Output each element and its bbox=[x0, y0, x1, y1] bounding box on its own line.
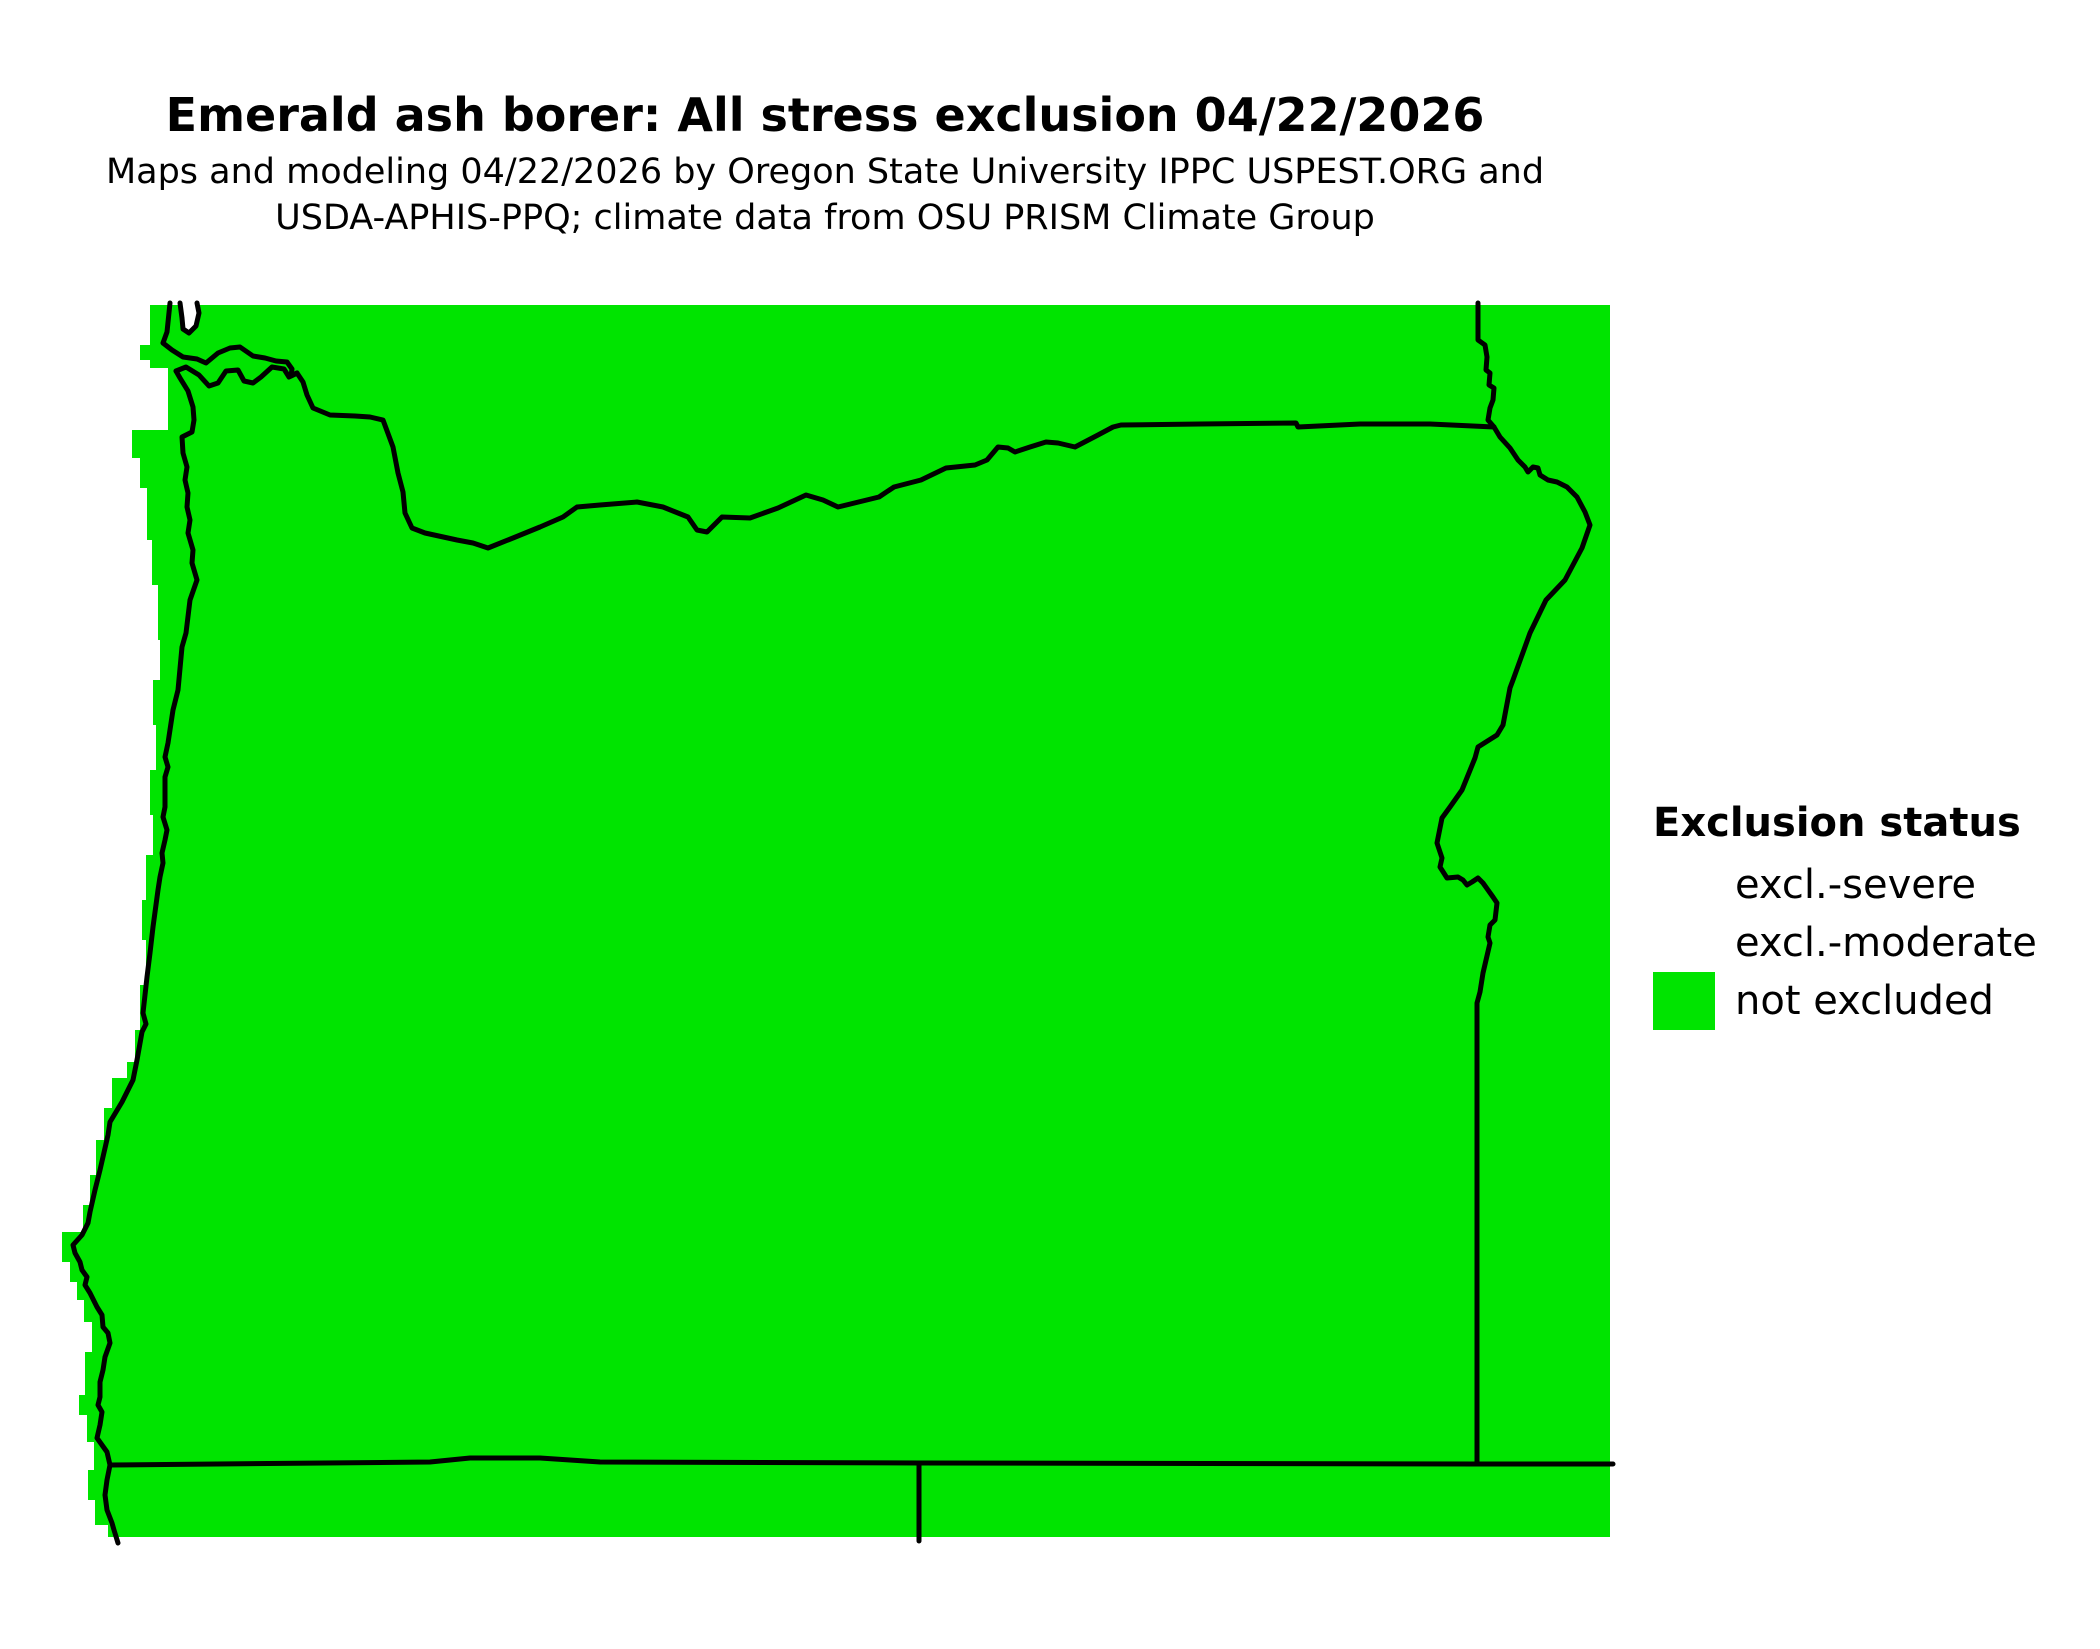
legend-swatch-excl-moderate bbox=[1653, 914, 1715, 972]
peninsula-outline bbox=[160, 300, 173, 346]
map-subtitle: Maps and modeling 04/22/2026 by Oregon S… bbox=[10, 149, 1640, 241]
coastline bbox=[70, 368, 200, 1546]
legend-label-excl-severe: excl.-severe bbox=[1735, 862, 1977, 908]
legend: Exclusion status excl.-severe excl.-mode… bbox=[1653, 800, 2093, 1030]
legend-label-excl-moderate: excl.-moderate bbox=[1735, 920, 2037, 966]
map-header: Emerald ash borer: All stress exclusion … bbox=[10, 88, 1640, 242]
columbia-north-bank-line bbox=[160, 340, 300, 379]
legend-row-excl-severe: excl.-severe bbox=[1653, 856, 2093, 914]
legend-swatch-not-excluded bbox=[1653, 972, 1715, 1030]
legend-title: Exclusion status bbox=[1653, 800, 2021, 846]
subtitle-line-1: Maps and modeling 04/22/2026 by Oregon S… bbox=[105, 152, 1545, 193]
south-border-line bbox=[107, 1455, 1616, 1468]
page-title: Emerald ash borer: All stress exclusion … bbox=[165, 88, 1485, 142]
legend-swatch-excl-severe bbox=[1653, 856, 1715, 914]
legend-label-not-excluded: not excluded bbox=[1735, 978, 1994, 1024]
washington-idaho-border-line bbox=[1475, 300, 1497, 430]
region-not-excluded bbox=[62, 305, 1610, 1537]
legend-row-excl-moderate: excl.-moderate bbox=[1653, 914, 2093, 972]
oregon-idaho-border-line bbox=[1434, 424, 1593, 1467]
legend-row-not-excluded: not excluded bbox=[1653, 972, 2093, 1030]
oregon-washington-border-line bbox=[173, 364, 1497, 551]
subtitle-line-2: USDA-APHIS-PPQ; climate data from OSU PR… bbox=[275, 198, 1375, 239]
bay-outline bbox=[177, 300, 202, 336]
